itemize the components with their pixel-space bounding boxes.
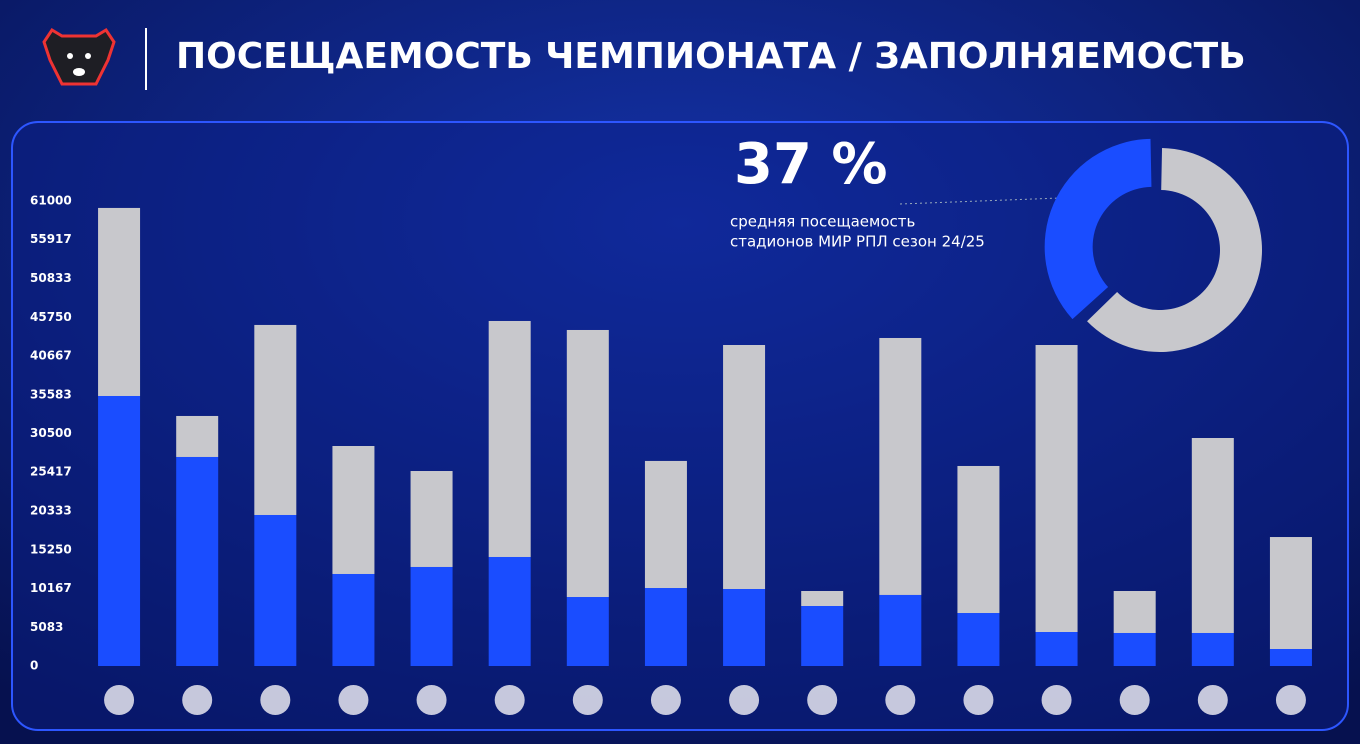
bar-segment	[488, 320, 531, 557]
leader-line	[899, 197, 1061, 205]
team-logo	[1275, 685, 1306, 715]
y-tick-label: 25417	[30, 465, 72, 479]
team-logo	[182, 685, 213, 715]
bar-segment	[1113, 632, 1156, 666]
bar-segment	[957, 465, 1000, 614]
bar-segment	[410, 566, 453, 666]
subtitle: стадионов МИР РПЛ сезон 24/25	[730, 233, 985, 251]
bar-segment	[566, 597, 609, 666]
bar-segment	[1191, 437, 1234, 633]
bar-segment	[1035, 632, 1078, 666]
bar-segment	[801, 590, 844, 607]
team-logo	[963, 685, 994, 715]
team-logo	[885, 685, 916, 715]
subtitle: средняя посещаемость	[730, 213, 915, 231]
bar-segment	[723, 589, 766, 666]
team-logo	[807, 685, 838, 715]
bar-segment	[1269, 537, 1312, 650]
y-tick-label: 61000	[30, 194, 72, 208]
logo	[42, 27, 116, 86]
team-logo	[729, 685, 760, 715]
team-logo	[104, 685, 135, 715]
bar-segment	[801, 606, 844, 666]
bar-segment	[1269, 649, 1312, 666]
team-logo	[1197, 685, 1228, 715]
bar-segment	[644, 588, 687, 666]
big-label: 37 %	[734, 132, 888, 197]
y-tick-label: 10167	[30, 581, 72, 595]
y-tick-label: 30500	[30, 426, 72, 440]
team-logo	[1041, 685, 1072, 715]
y-tick-label: 55917	[30, 232, 72, 246]
team-logo	[1119, 685, 1150, 715]
bar-segment	[332, 446, 375, 574]
y-tick-label: 35583	[30, 387, 72, 401]
y-tick-label: 50833	[30, 271, 72, 285]
y-tick-label: 0	[30, 659, 38, 673]
bar-segment	[176, 456, 219, 666]
bar-segment	[98, 207, 141, 396]
bar-segment	[98, 395, 141, 666]
bar-segment	[488, 556, 531, 666]
team-logo	[650, 685, 681, 715]
y-tick-label: 5083	[30, 620, 63, 634]
team-logo	[572, 685, 603, 715]
page-title: ПОСЕЩАЕМОСТЬ ЧЕМПИОНАТА / ЗАПОЛНЯЕМОСТЬ	[176, 36, 1246, 77]
team-logo	[416, 685, 447, 715]
y-tick-label: 15250	[30, 542, 72, 556]
y-tick-label: 20333	[30, 504, 72, 518]
donut-segment	[1087, 148, 1263, 353]
bar-segment	[879, 594, 922, 666]
bar-segment	[644, 460, 687, 589]
bar-segment	[410, 471, 453, 567]
y-tick-label: 45750	[30, 310, 72, 324]
bar-segment	[723, 344, 766, 590]
bar-segment	[566, 329, 609, 598]
team-logo	[338, 685, 369, 715]
team-logo	[494, 685, 525, 715]
donut-segment	[1044, 138, 1152, 320]
bar-segment	[254, 514, 297, 666]
bar-segment	[176, 415, 219, 457]
bar-segment	[1035, 344, 1078, 633]
bar-segment	[254, 324, 297, 515]
bar-segment	[957, 613, 1000, 666]
bar-segment	[332, 573, 375, 666]
y-tick-label: 40667	[30, 348, 72, 362]
bar-segment	[1113, 590, 1156, 633]
bar-segment	[1191, 632, 1234, 666]
team-logo	[260, 685, 291, 715]
bar-segment	[879, 337, 922, 595]
